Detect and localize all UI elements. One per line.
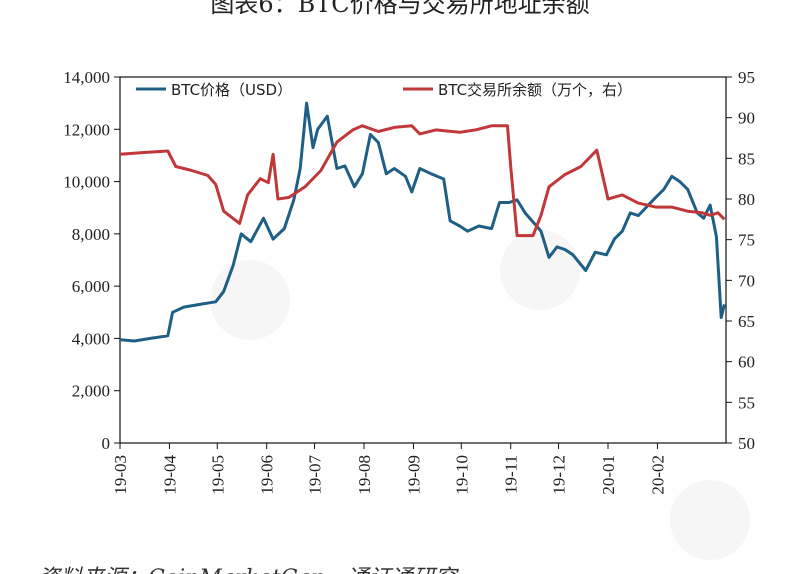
x-axis-tick-label: 19-11 [502,455,521,494]
exchange-balance-line [119,124,726,238]
x-axis-tick-label: 19-06 [258,455,277,495]
right-axis-tick-label: 85 [738,149,755,168]
x-axis-tick-label: 20-02 [648,455,667,495]
legend-label-balance: BTC交易所余额（万个，右） [438,81,632,99]
x-axis-tick-label: 19-04 [160,455,179,495]
x-axis-tick-label: 19-05 [208,455,227,495]
x-axis-tick-label: 19-07 [306,455,325,495]
left-axis-tick-label: 6,000 [72,277,110,296]
btc-price-line [119,101,726,343]
x-axis-tick-label: 19-03 [111,455,130,495]
right-axis-tick-label: 70 [738,271,755,290]
left-axis-tick-label: 8,000 [72,225,110,244]
x-axis-tick-label: 19-12 [550,455,569,495]
left-axis-tick-label: 10,000 [63,173,110,192]
right-axis-tick-label: 95 [738,68,755,87]
right-axis-tick-label: 75 [738,231,755,250]
right-axis-tick-label: 55 [738,393,755,412]
right-axis-tick-label: 80 [738,190,755,209]
x-axis-tick-label: 19-09 [404,455,423,495]
left-axis-tick-label: 0 [102,434,111,453]
right-axis-tick-label: 90 [738,109,755,128]
right-axis-tick-label: 60 [738,353,755,372]
left-y-axis: 0 2,000 4,000 6,000 8,000 10,000 12,000 14,000 [63,68,120,453]
left-axis-tick-label: 2,000 [72,382,110,401]
x-axis-tick-label: 19-10 [452,455,471,495]
left-axis-tick-label: 4,000 [72,329,110,348]
watermark [210,230,750,560]
left-axis-tick-label: 12,000 [63,120,110,139]
right-axis-tick-label: 50 [738,434,755,453]
page-title: 图表6：BTC价格与交易所地址余额 [210,0,589,18]
legend: BTC价格（USD） BTC交易所余额（万个，右） [136,81,632,99]
source-note: 资料来源：CoinMarketCap，通证通研究 [38,566,460,574]
series-layer [119,101,726,343]
right-y-axis: 50 55 60 65 70 75 80 85 90 95 [726,68,755,453]
right-axis-tick-label: 65 [738,312,755,331]
legend-label-price: BTC价格（USD） [171,81,292,99]
x-axis-tick-label: 20-01 [599,455,618,495]
x-axis-tick-label: 19-08 [355,455,374,495]
left-axis-tick-label: 14,000 [63,68,110,87]
plot-frame [119,76,727,444]
x-axis: 19-03 19-04 19-05 19-06 19-07 19-08 19-09 19-10… [111,443,667,495]
